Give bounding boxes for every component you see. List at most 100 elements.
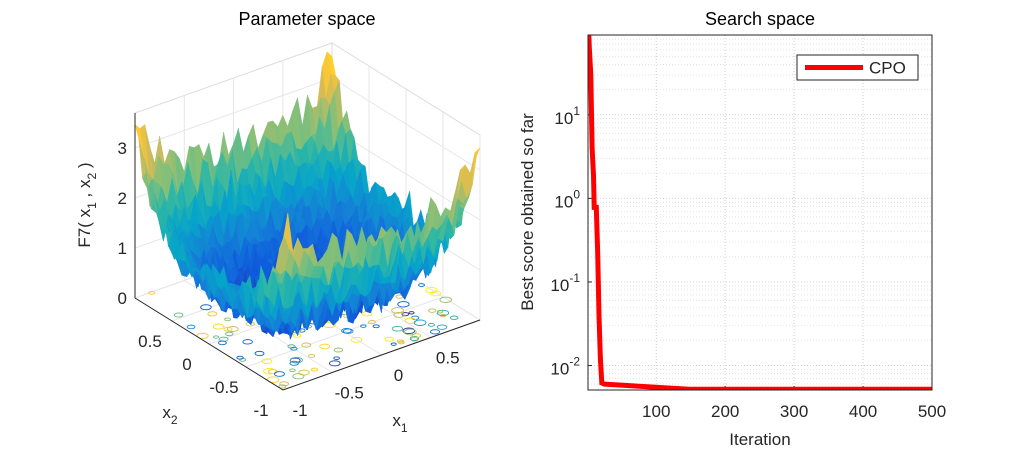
- floor-contour: [261, 358, 273, 364]
- floor-contour: [408, 311, 415, 315]
- floor-contour: [436, 309, 450, 317]
- y-axis-label-text: x: [162, 403, 171, 422]
- z-axis-label-part: 2: [85, 172, 99, 179]
- floor-contour: [368, 320, 376, 325]
- chart-title: Parameter space: [238, 9, 375, 29]
- z-axis-label: F7( x1 , x2 ): [75, 162, 99, 247]
- floor-contour: [290, 346, 298, 351]
- floor-contour: [254, 350, 265, 357]
- y-tick-base: 10: [554, 192, 573, 211]
- floor-contour: [391, 325, 404, 332]
- legend-label: CPO: [869, 59, 906, 78]
- floor-contour: [430, 290, 442, 297]
- floor-contour: [341, 327, 352, 334]
- grid-line: [183, 95, 333, 373]
- floor-contour: [289, 368, 296, 373]
- floor-contour: [148, 290, 156, 295]
- y-tick-base: 10: [550, 360, 569, 379]
- floor-contour: [413, 319, 427, 326]
- floor-contour: [212, 323, 225, 330]
- floor-contour: [393, 312, 405, 318]
- floor-contour: [212, 335, 220, 339]
- x-tick-label: 500: [918, 402, 946, 421]
- floor-contour: [328, 360, 341, 367]
- x-tick-label: 200: [711, 402, 739, 421]
- floor-contour: [308, 353, 316, 358]
- floor-contour: [301, 342, 312, 348]
- floor-contour: [207, 311, 218, 317]
- y-axis-label-sub: 2: [171, 413, 178, 427]
- floor-contour: [418, 283, 425, 287]
- y-tick-exponent: 1: [573, 104, 580, 118]
- x-tick-label: 0: [394, 366, 403, 385]
- floor-contour: [236, 355, 244, 360]
- floor-contour: [333, 356, 341, 360]
- floor-contour: [397, 340, 405, 345]
- x-axis-label: Iteration: [729, 430, 790, 449]
- axes-box: [587, 34, 933, 391]
- y-axis-label: Best score obtained so far: [518, 113, 537, 311]
- y-tick-label: 10-1: [550, 271, 580, 295]
- floor-contour: [436, 309, 444, 314]
- floor-contour: [427, 308, 437, 313]
- floor-contour: [200, 304, 212, 311]
- floor-contour: [390, 342, 397, 346]
- y-tick-base: 10: [550, 276, 569, 295]
- surface-patch: [279, 212, 289, 250]
- floor-contour: [391, 307, 405, 314]
- z-axis-label-part: F7( x: [75, 208, 94, 247]
- floor-contour: [395, 294, 404, 299]
- y-tick-label: 0.5: [138, 332, 162, 351]
- floor-contour: [224, 331, 234, 337]
- floor-contour: [409, 336, 420, 341]
- y-axis-label: x2: [162, 403, 178, 427]
- floor-contour: [218, 336, 229, 342]
- floor-contour: [273, 371, 286, 377]
- plot-area: [588, 35, 932, 390]
- y-tick-exponent: -2: [569, 355, 580, 369]
- floor-contour: [439, 313, 447, 318]
- x-axis-label-sub: 1: [401, 421, 408, 435]
- surface-plot: 0 1 2 3 -1 -0.5 0 0.5 -1 -0.5 0 0.5 Parameter space x…: [75, 9, 481, 435]
- floor-contour: [223, 326, 233, 332]
- z-tick-label: 2: [118, 189, 127, 208]
- x-tick-label: 100: [642, 402, 670, 421]
- floor-contour: [173, 312, 184, 318]
- floor-contour: [319, 343, 331, 350]
- x-tick-label: 400: [849, 402, 877, 421]
- floor-contour: [449, 315, 459, 321]
- x-tick-label: 0.5: [436, 349, 460, 368]
- z-tick-label: 3: [118, 139, 127, 158]
- z-axis-label-part: , x: [75, 179, 94, 202]
- floor-contour: [224, 317, 232, 322]
- floor-contour: [384, 336, 394, 342]
- floor-contour: [436, 324, 448, 330]
- floor-contour: [310, 367, 319, 372]
- floor-contour: [226, 326, 239, 333]
- floor-contour: [429, 329, 441, 335]
- floor-contour: [289, 360, 300, 366]
- y-tick-base: 10: [554, 109, 573, 128]
- floor-contour: [292, 373, 305, 380]
- z-axis-label-part: ): [75, 162, 94, 172]
- floor-contour: [403, 328, 417, 336]
- y-tick-label: -1: [253, 401, 268, 420]
- x-tick-label: -0.5: [335, 384, 364, 403]
- floor-contour: [397, 301, 410, 308]
- floor-contour: [218, 340, 227, 346]
- floor-contour: [359, 324, 367, 328]
- floor-contour: [404, 317, 417, 324]
- grid-line: [245, 112, 444, 368]
- floor-contour: [411, 315, 420, 320]
- z-axis-label-part: 1: [85, 202, 99, 209]
- floor-contour: [242, 339, 253, 345]
- x-axis-label-text: x: [392, 411, 401, 430]
- x-axis-label: x1: [392, 411, 408, 435]
- y-tick-label: -0.5: [209, 378, 238, 397]
- z-tick-label: 1: [118, 239, 127, 258]
- z-tick-label: 0: [118, 289, 127, 308]
- floor-contour: [439, 296, 453, 303]
- floor-contour: [289, 356, 304, 364]
- line-series: [588, 35, 932, 390]
